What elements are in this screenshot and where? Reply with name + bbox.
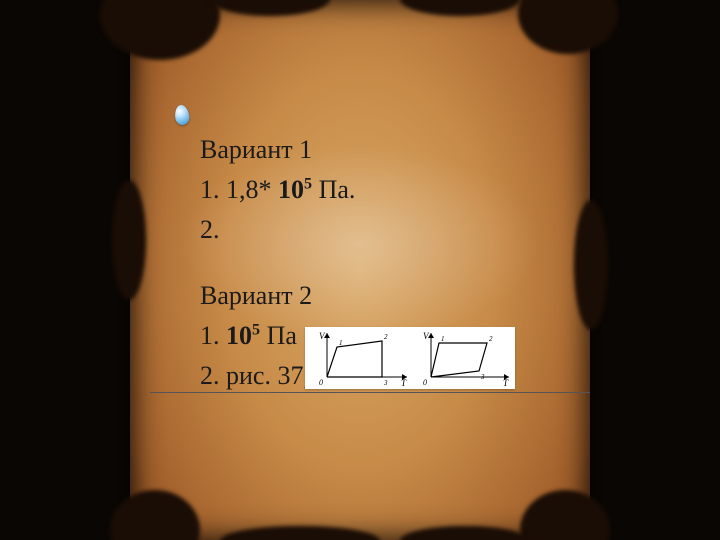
svg-text:3: 3 bbox=[383, 379, 388, 387]
item-suffix: Па. bbox=[312, 175, 355, 204]
svg-text:V: V bbox=[319, 331, 326, 341]
embedded-figure: V T 0 1 2 3 V T 0 1 2 3 bbox=[305, 327, 515, 389]
svg-text:V: V bbox=[423, 331, 430, 341]
burnt-edge bbox=[574, 200, 608, 330]
svg-text:T: T bbox=[503, 378, 509, 388]
svg-text:1: 1 bbox=[441, 335, 445, 343]
svg-text:0: 0 bbox=[319, 378, 323, 387]
burnt-edge bbox=[110, 490, 200, 540]
svg-text:2: 2 bbox=[384, 333, 388, 341]
item-suffix: Па bbox=[260, 321, 297, 350]
item-bold: 10 bbox=[226, 321, 252, 350]
variant-1-item-2: 2. bbox=[200, 210, 560, 250]
figure-underline bbox=[150, 392, 590, 393]
svg-text:3: 3 bbox=[480, 373, 485, 381]
burnt-edge bbox=[520, 490, 610, 540]
item-number: 1. bbox=[200, 175, 220, 204]
item-prefix: 1,8* bbox=[226, 175, 278, 204]
variant-2-title: Вариант 2 bbox=[200, 276, 560, 316]
item-bold: 10 bbox=[278, 175, 304, 204]
item-sup: 5 bbox=[304, 175, 312, 192]
section-gap bbox=[200, 250, 560, 276]
item-number: 2. bbox=[200, 215, 220, 244]
burnt-edge bbox=[112, 180, 146, 300]
variant-1-title: Вариант 1 bbox=[200, 130, 560, 170]
parchment-background: Вариант 1 1. 1,8* 105 Па. 2. Вариант 2 1… bbox=[130, 0, 590, 540]
svg-text:T: T bbox=[401, 378, 407, 388]
stage: Вариант 1 1. 1,8* 105 Па. 2. Вариант 2 1… bbox=[0, 0, 720, 540]
item-number: 1. bbox=[200, 321, 220, 350]
svg-text:0: 0 bbox=[423, 378, 427, 387]
burnt-edge bbox=[400, 526, 530, 540]
item-number: 2. bbox=[200, 361, 220, 390]
burnt-edge bbox=[210, 0, 330, 16]
burnt-edge bbox=[100, 0, 220, 60]
svg-text:1: 1 bbox=[339, 339, 343, 347]
variant-1-item-1: 1. 1,8* 105 Па. bbox=[200, 170, 560, 210]
svg-text:2: 2 bbox=[489, 335, 493, 343]
burnt-edge bbox=[400, 0, 520, 16]
figure-svg: V T 0 1 2 3 V T 0 1 2 3 bbox=[305, 327, 515, 389]
burnt-edge bbox=[220, 526, 380, 540]
burnt-edge bbox=[518, 0, 618, 54]
item-sup: 5 bbox=[252, 321, 260, 338]
